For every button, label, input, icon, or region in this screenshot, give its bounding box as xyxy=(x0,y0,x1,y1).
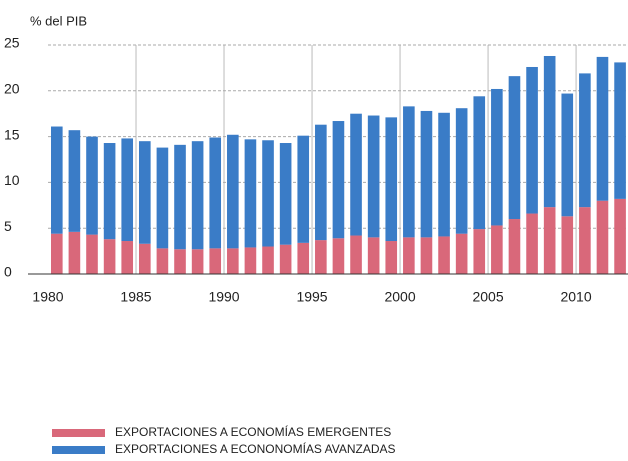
bar-segment xyxy=(508,76,521,220)
bar-segment xyxy=(491,88,503,226)
bar-segment xyxy=(420,237,433,274)
bar-segment xyxy=(403,237,415,274)
bar-segment xyxy=(315,240,327,274)
bar-segment xyxy=(420,110,433,238)
bar-segment xyxy=(350,235,362,274)
bar-segment xyxy=(86,136,98,235)
bar-segment xyxy=(68,231,81,274)
bar-segment xyxy=(455,108,468,234)
bar-segment xyxy=(526,66,538,214)
bar-segment xyxy=(103,143,116,240)
bar-segment xyxy=(50,126,63,234)
x-tick-label: 1990 xyxy=(208,289,239,305)
bar-segment xyxy=(262,140,274,247)
bar-segment xyxy=(139,141,151,244)
y-tick-label: 15 xyxy=(4,126,20,142)
bar-segment xyxy=(473,229,486,274)
x-tick-label: 2010 xyxy=(560,289,591,305)
bar-segment xyxy=(86,234,98,274)
bar-segment xyxy=(156,248,169,274)
bar-segment xyxy=(579,73,591,208)
y-axis-label: % del PIB xyxy=(30,13,87,28)
bar-segment xyxy=(438,112,450,237)
bar-segment xyxy=(68,130,81,232)
bar-segment xyxy=(50,233,63,274)
x-tick-label: 1980 xyxy=(32,289,63,305)
x-tick-label: 1985 xyxy=(120,289,151,305)
bar-segment xyxy=(367,237,380,274)
bar-segment xyxy=(491,225,503,274)
bar-segment xyxy=(473,96,486,230)
bar-segment xyxy=(244,139,257,248)
bar-segment xyxy=(209,137,222,249)
x-tick-label: 2005 xyxy=(472,289,503,305)
bar-segment xyxy=(367,115,380,238)
bar-segment xyxy=(315,124,327,241)
bar-segment xyxy=(174,144,186,250)
bar-segment xyxy=(579,207,591,274)
bar-segment xyxy=(121,138,134,242)
bar-segment xyxy=(297,242,310,274)
x-tick-label: 1995 xyxy=(296,289,327,305)
bar-segment xyxy=(543,55,556,208)
legend-label: EXPORTACIONES A ECONONOMÍAS AVANZADAS xyxy=(115,441,396,456)
bar-segment xyxy=(561,93,574,217)
bar-segment xyxy=(156,147,169,249)
bar-segment xyxy=(103,239,116,274)
y-tick-label: 25 xyxy=(4,35,20,51)
y-tick-label: 20 xyxy=(4,81,20,97)
bar-segment xyxy=(209,248,222,274)
bar-segment xyxy=(403,106,415,238)
bar-segment xyxy=(139,243,151,274)
bar-segment xyxy=(438,236,450,274)
y-tick-label: 0 xyxy=(4,264,12,280)
bar-segment xyxy=(614,198,626,274)
x-tick-label: 2000 xyxy=(384,289,415,305)
legend-swatch xyxy=(52,429,105,437)
bar-segment xyxy=(350,113,362,236)
bar-segment xyxy=(526,213,538,274)
bar-segment xyxy=(227,134,239,249)
bar-segment xyxy=(332,238,345,274)
bar-segment xyxy=(455,233,468,274)
bar-segment xyxy=(191,249,204,274)
bar-segment xyxy=(385,117,398,242)
bar-segment xyxy=(385,241,398,274)
bar-segment xyxy=(596,56,609,201)
bar-segment xyxy=(279,143,292,245)
legend-label: EXPORTACIONES A ECONOMÍAS EMERGENTES xyxy=(115,424,391,439)
bar-segment xyxy=(596,200,609,274)
bar-segment xyxy=(332,121,345,239)
bar-segment xyxy=(174,249,186,274)
bar-segment xyxy=(279,244,292,274)
bar-segment xyxy=(543,207,556,274)
bar-segment xyxy=(297,135,310,243)
legend-swatch xyxy=(52,446,105,454)
bar-segment xyxy=(227,248,239,274)
bar-segment xyxy=(191,141,204,250)
bar-segment xyxy=(561,216,574,274)
bar-segment xyxy=(614,62,626,199)
y-tick-label: 5 xyxy=(4,218,12,234)
bar-segment xyxy=(121,241,134,274)
bar-segment xyxy=(262,246,274,274)
y-tick-label: 10 xyxy=(4,172,20,188)
bar-segment xyxy=(508,219,521,274)
bar-segment xyxy=(244,247,257,274)
